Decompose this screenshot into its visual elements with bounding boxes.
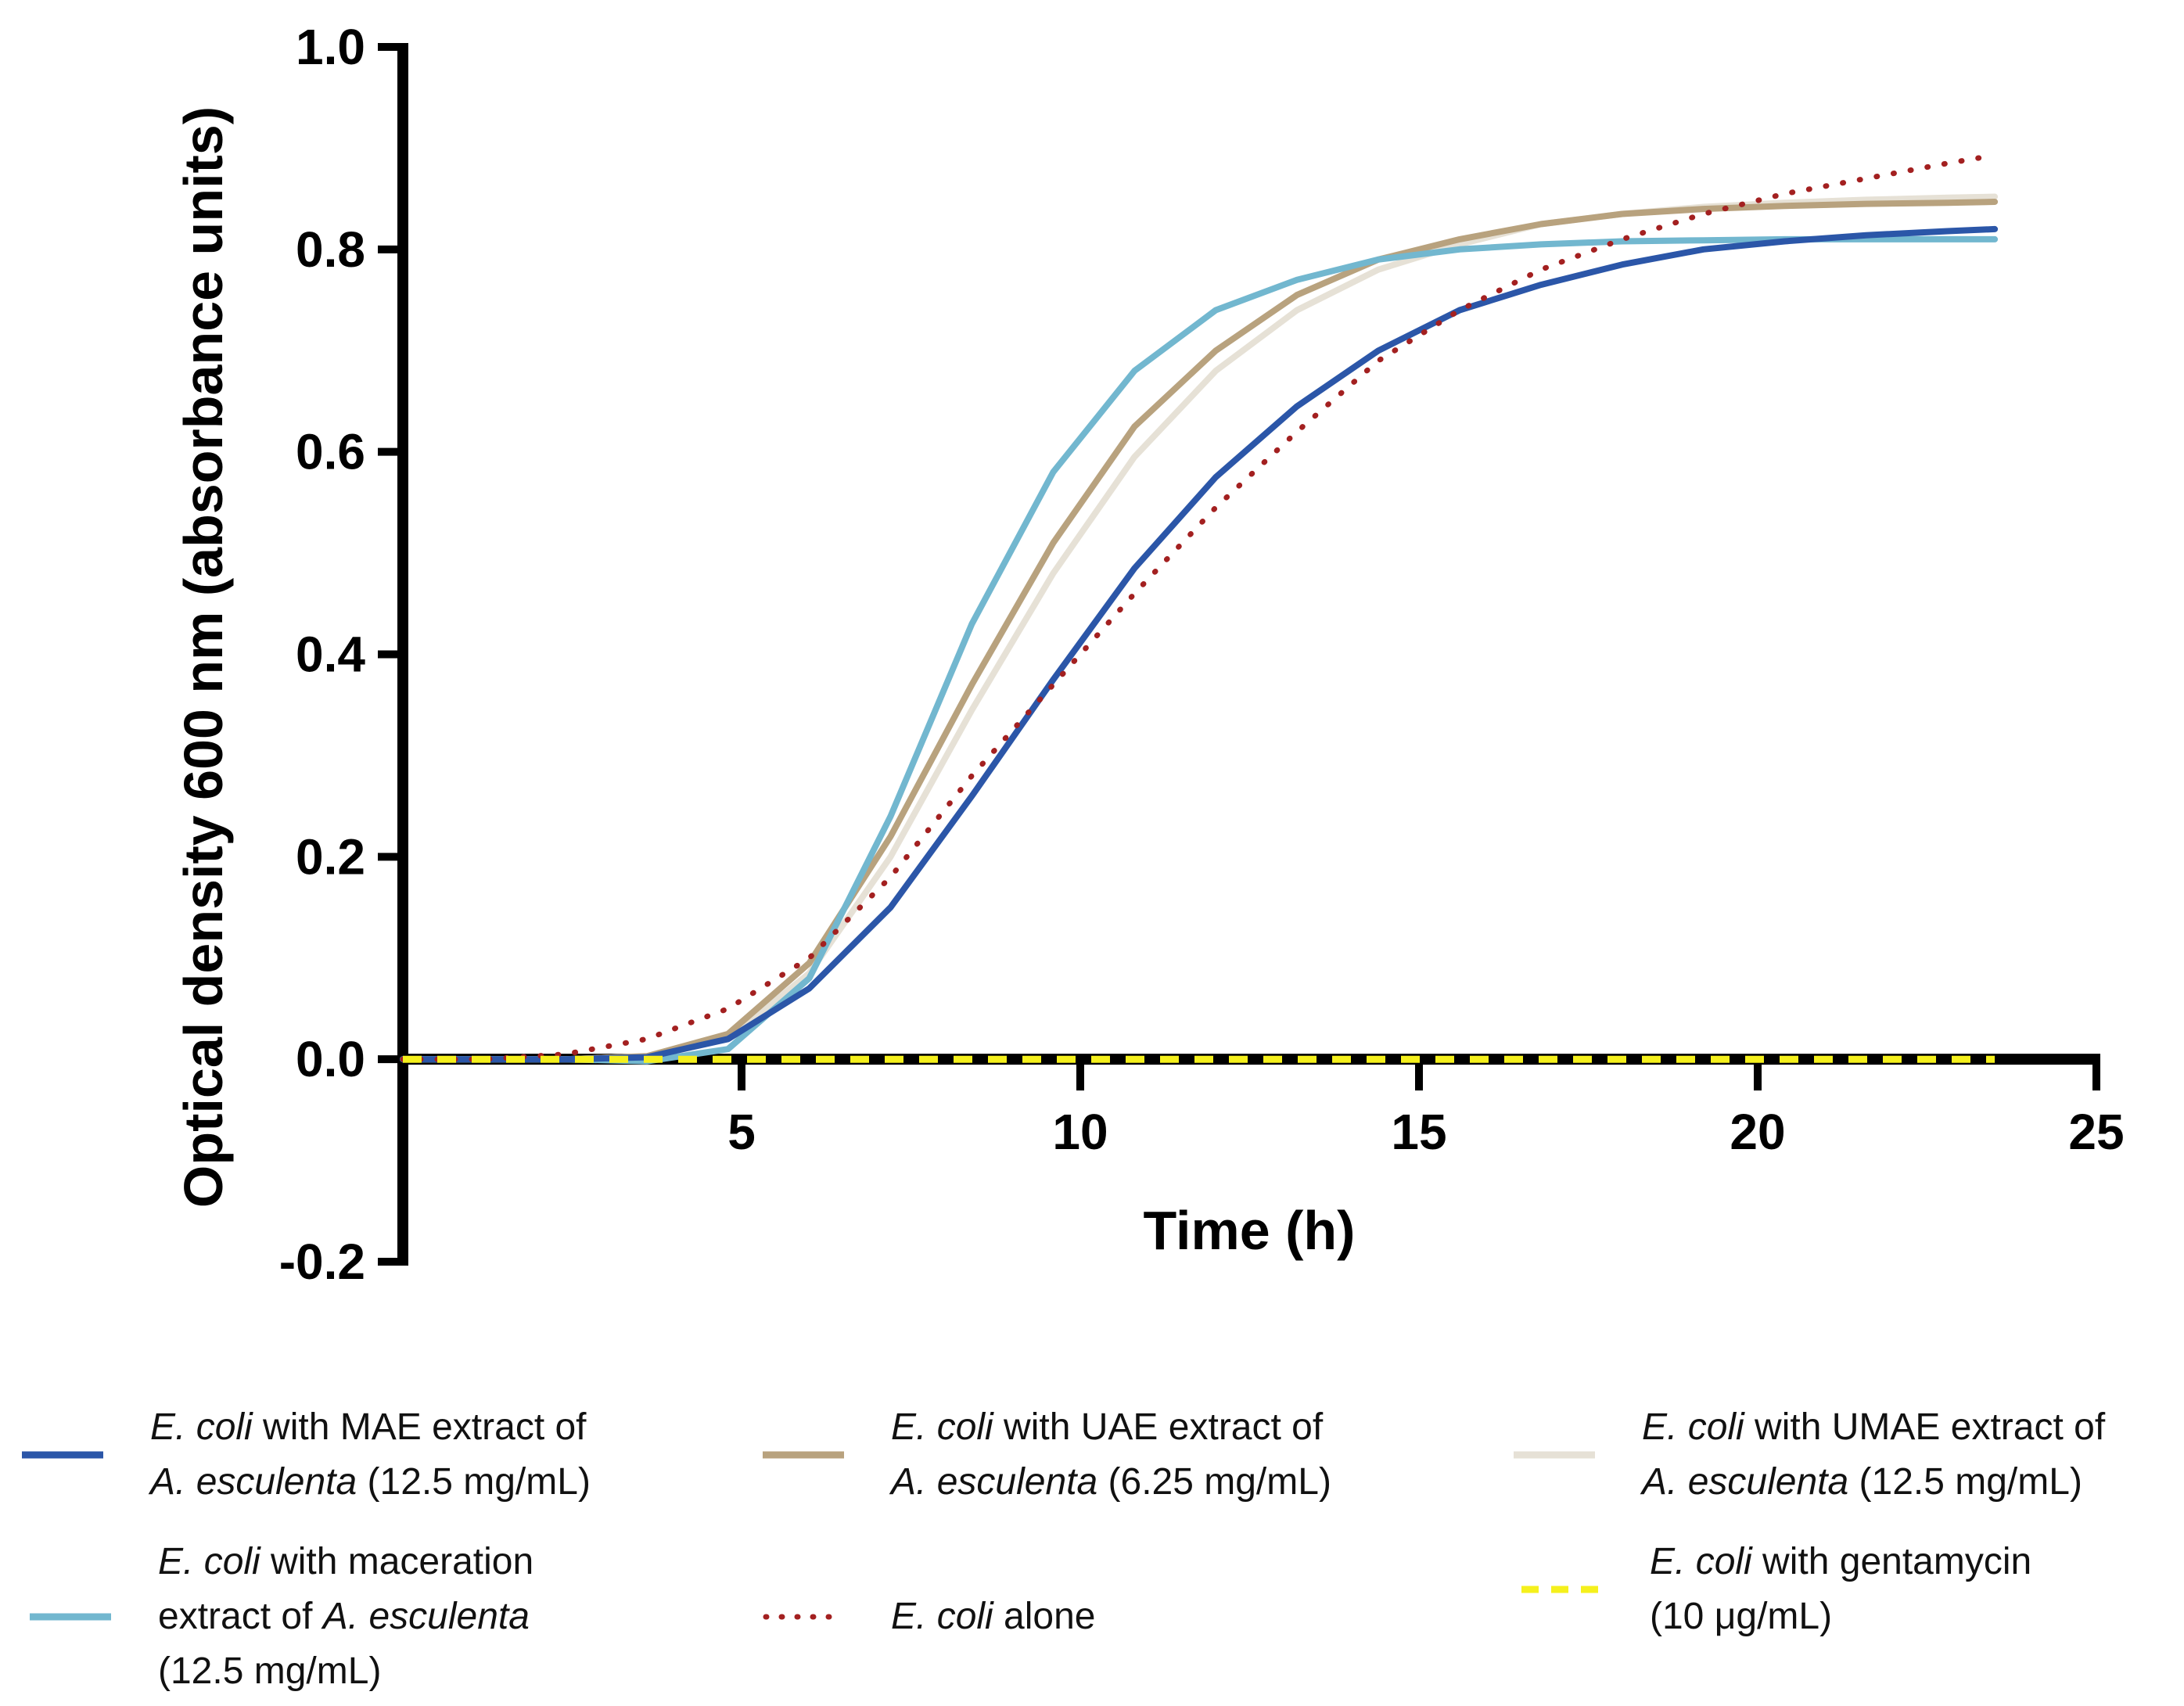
x-tick-label: 25 (2068, 1104, 2124, 1160)
legend-item-mae: E. coli with MAE extract of A. esculenta… (22, 1400, 591, 1510)
y-tick-label: 0.8 (296, 221, 365, 278)
y-tick-label: 0.2 (296, 828, 365, 885)
x-tick-label: 10 (1052, 1104, 1108, 1160)
axes: 1.0 0.8 0.6 0.4 0.2 0.0 -0.2 5 10 15 20 25 (279, 19, 2125, 1290)
legend-label-maceration: E. coli with maceration extract of A. es… (158, 1541, 534, 1692)
legend-label-mae: E. coli with MAE extract of A. esculenta… (150, 1406, 591, 1503)
legend-item-umae: E. coli with UMAE extract of A. esculent… (1514, 1400, 2105, 1510)
legend-swatch-alone (763, 1614, 844, 1620)
legend-label-alone: E. coli alone (891, 1596, 1096, 1637)
x-tick-label: 20 (1730, 1104, 1785, 1160)
legend-label-gentamycin: E. coli with gentamycin (10 μg/mL) (1650, 1541, 2032, 1637)
legend: E. coli with MAE extract of A. esculenta… (0, 1385, 2184, 1706)
series-line-1 (400, 199, 1999, 1063)
x-tick-label: 15 (1391, 1104, 1446, 1160)
legend-swatch-mae (22, 1451, 103, 1459)
legend-swatch-umae (1514, 1451, 1595, 1459)
y-axis-title: Optical density 600 nm (absorbance units… (173, 106, 234, 1208)
y-tick-label: 0.4 (296, 627, 365, 683)
series-line-0 (400, 225, 1999, 1063)
series-layer (400, 153, 1999, 1065)
x-axis-title: Time (h) (1144, 1200, 1356, 1261)
legend-item-maceration: E. coli with maceration extract of A. es… (30, 1535, 533, 1699)
legend-swatch-gentamycin (1521, 1586, 1603, 1593)
legend-swatch-uae (763, 1451, 844, 1459)
y-tick-label: 0.6 (296, 424, 365, 480)
legend-item-gentamycin: E. coli with gentamycin (10 μg/mL) (1521, 1535, 2031, 1644)
legend-item-alone: E. coli alone (763, 1589, 1096, 1644)
legend-label-uae: E. coli with UAE extract of A. esculenta… (891, 1406, 1331, 1503)
y-tick-label: 1.0 (296, 19, 365, 75)
y-tick-label: -0.2 (279, 1234, 365, 1290)
series-line-4 (400, 153, 1998, 1062)
y-tick-label: 0.0 (296, 1031, 365, 1087)
legend-swatch-maceration (30, 1613, 111, 1621)
series-line-3 (400, 235, 1999, 1065)
x-tick-label: 5 (727, 1104, 756, 1160)
legend-item-uae: E. coli with UAE extract of A. esculenta… (763, 1400, 1331, 1510)
chart: 1.0 0.8 0.6 0.4 0.2 0.0 -0.2 5 10 15 20 25 Time (h)… (173, 19, 2125, 1290)
legend-label-umae: E. coli with UMAE extract of A. esculent… (1642, 1406, 2106, 1503)
